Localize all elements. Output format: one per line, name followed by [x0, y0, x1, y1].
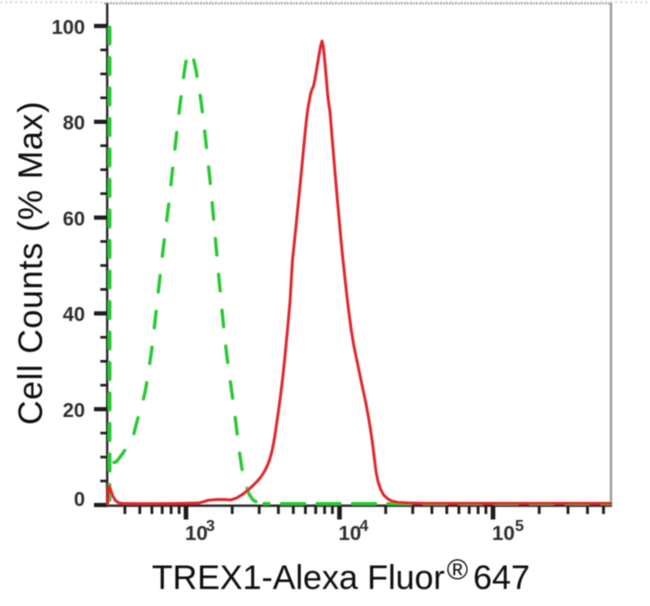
svg-text:10: 10 [339, 522, 362, 545]
svg-text:Cell Counts (% Max): Cell Counts (% Max) [12, 101, 50, 425]
svg-text:100: 100 [52, 17, 85, 39]
svg-text:20: 20 [63, 400, 85, 422]
svg-text:80: 80 [63, 113, 85, 135]
svg-text:10: 10 [185, 522, 208, 545]
svg-text:0: 0 [74, 489, 85, 511]
svg-text:3: 3 [206, 518, 215, 535]
svg-text:TREX1-Alexa Fluor®647: TREX1-Alexa Fluor® 647 [152, 555, 530, 598]
svg-text:5: 5 [515, 518, 524, 535]
svg-text:60: 60 [63, 208, 85, 230]
svg-text:10: 10 [492, 522, 515, 545]
svg-text:4: 4 [360, 518, 369, 535]
svg-text:40: 40 [63, 304, 85, 326]
